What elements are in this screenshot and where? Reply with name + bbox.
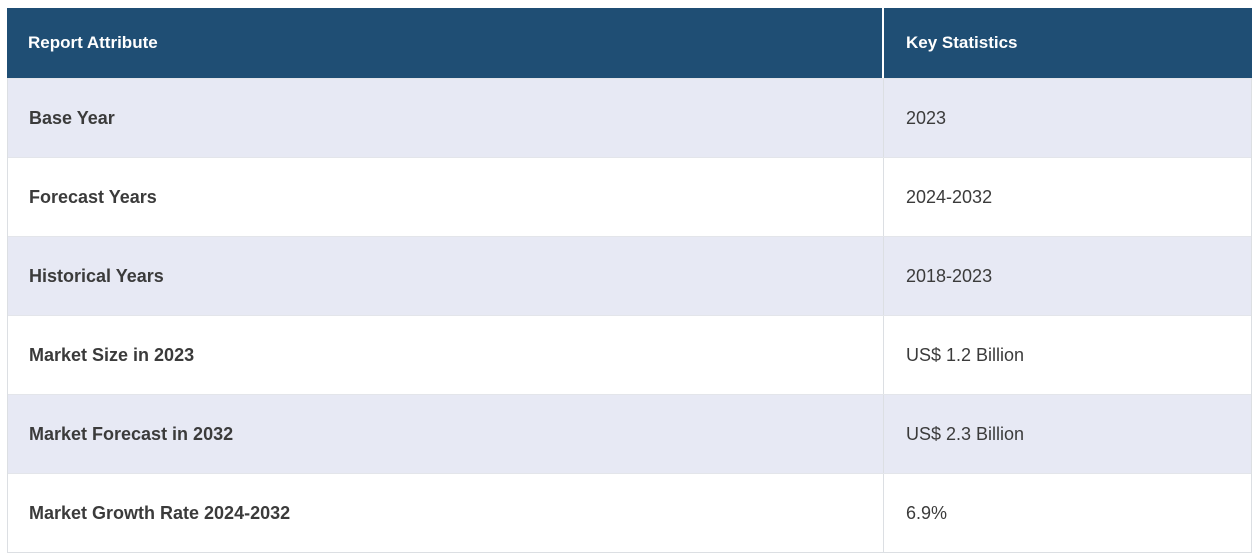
attribute-cell: Base Year <box>29 107 115 128</box>
value-cell: 2024-2032 <box>883 158 1251 236</box>
column-header-key-statistics: Key Statistics <box>882 8 1252 78</box>
attribute-cell: Forecast Years <box>29 186 157 207</box>
table-row-market-size: Market Size in 2023 US$ 1.2 Billion <box>8 315 1251 394</box>
attribute-cell: Market Size in 2023 <box>29 344 195 365</box>
table-row-base-year: Base Year 2023 <box>8 78 1251 157</box>
value-cell: 6.9% <box>883 474 1251 552</box>
attribute-cell: Market Growth Rate 2024-2032 <box>29 502 291 523</box>
table-header-row: Report Attribute Key Statistics <box>7 8 1252 78</box>
column-header-report-attribute: Report Attribute <box>28 33 158 52</box>
value-cell: US$ 2.3 Billion <box>883 395 1251 473</box>
value-cell: US$ 1.2 Billion <box>883 316 1251 394</box>
value-cell: 2023 <box>883 79 1251 157</box>
attribute-cell: Historical Years <box>29 265 164 286</box>
attribute-cell: Market Forecast in 2032 <box>29 423 234 444</box>
table-row-market-forecast: Market Forecast in 2032 US$ 2.3 Billion <box>8 394 1251 473</box>
table-row-forecast-years: Forecast Years 2024-2032 <box>8 157 1251 236</box>
table-row-historical-years: Historical Years 2018-2023 <box>8 236 1251 315</box>
table-row-growth-rate: Market Growth Rate 2024-2032 6.9% <box>8 473 1251 552</box>
value-cell: 2018-2023 <box>883 237 1251 315</box>
report-statistics-table: Report Attribute Key Statistics Base Yea… <box>7 8 1252 553</box>
